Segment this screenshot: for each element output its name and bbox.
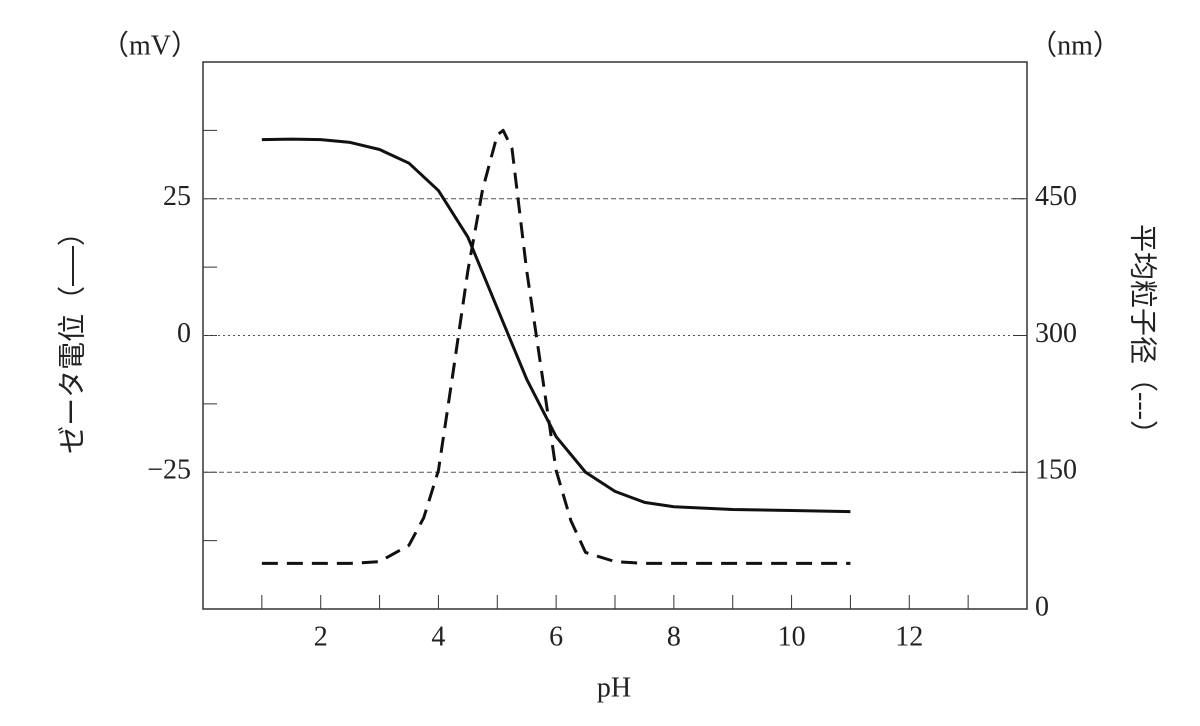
y2-axis-label: 平均粒子径（---） bbox=[1127, 224, 1159, 448]
y-tick-label: 0 bbox=[177, 318, 191, 349]
x-tick-label: 6 bbox=[549, 621, 563, 652]
y2-tick-label: 300 bbox=[1035, 318, 1077, 349]
y2-tick-label: 450 bbox=[1035, 181, 1077, 212]
x-axis-label: pH bbox=[597, 672, 631, 703]
size-line bbox=[261, 128, 851, 565]
y-tick-label: −25 bbox=[147, 455, 191, 486]
x-tick-label: 8 bbox=[667, 621, 681, 652]
x-tick-label: 10 bbox=[778, 621, 806, 652]
y-axis-label: ゼータ電位（──） bbox=[56, 218, 88, 454]
y2-tick-label: 150 bbox=[1035, 455, 1077, 486]
zeta-line bbox=[261, 137, 851, 514]
y2-tick-label: 0 bbox=[1035, 591, 1049, 622]
x-tick-label: 2 bbox=[314, 621, 328, 652]
x-tick-label: 4 bbox=[431, 621, 445, 652]
y-unit: （mV） bbox=[101, 29, 199, 61]
y2-unit: （nm） bbox=[1029, 29, 1121, 61]
x-tick-label: 12 bbox=[895, 621, 923, 652]
y-tick-label: 25 bbox=[163, 181, 191, 212]
